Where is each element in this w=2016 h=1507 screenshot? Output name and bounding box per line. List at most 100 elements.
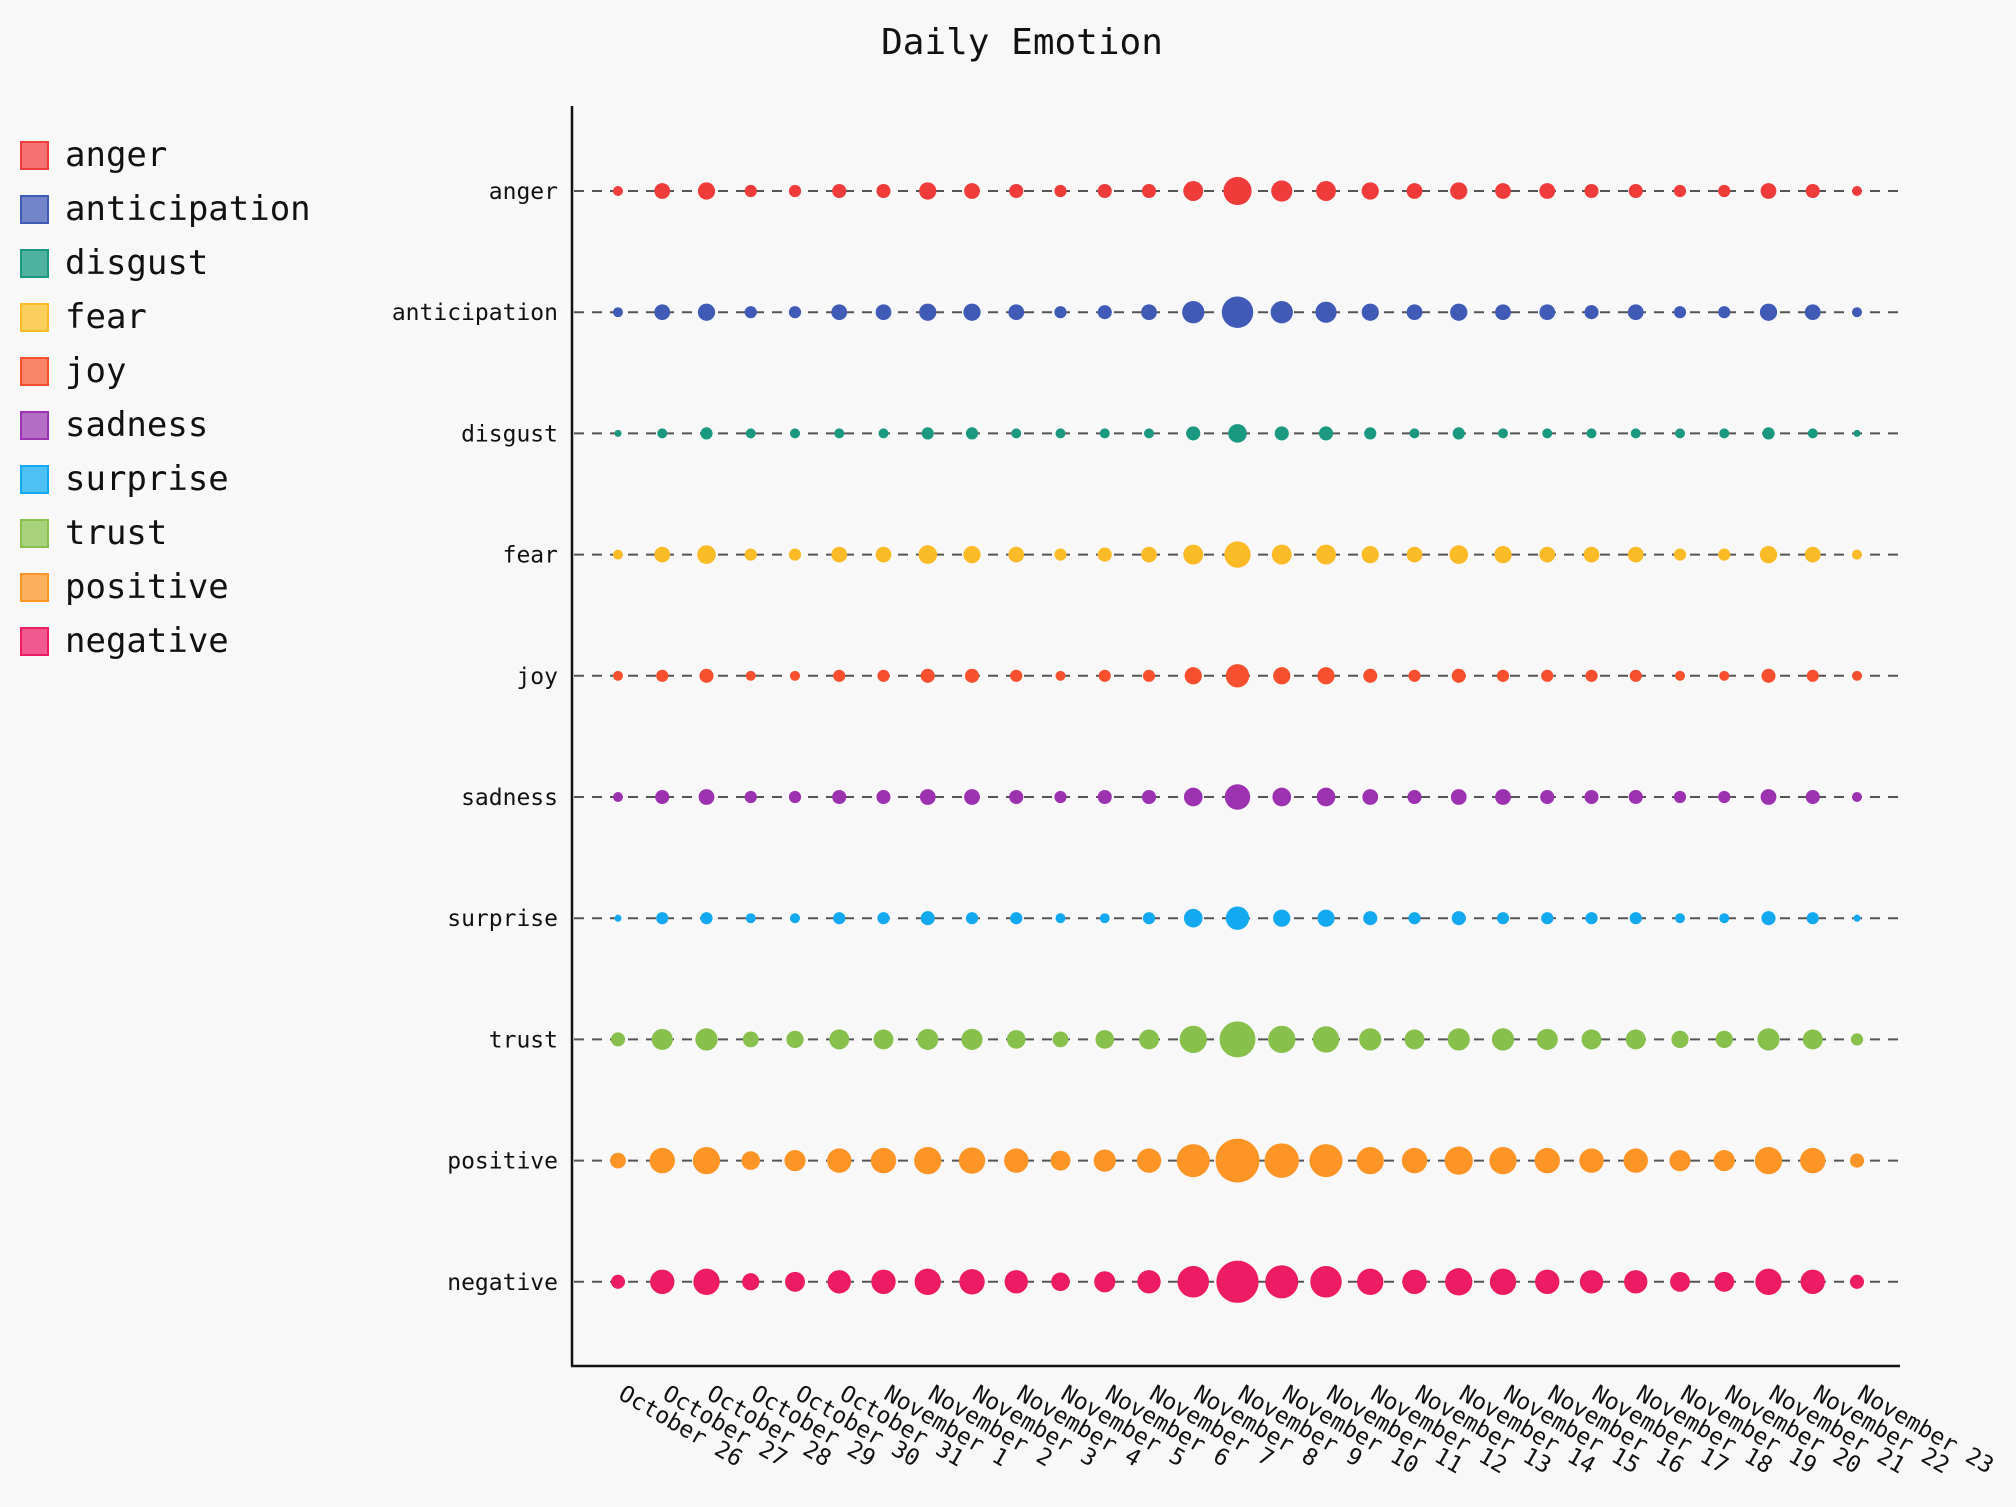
- y-tick-label: disgust: [461, 421, 558, 447]
- data-point: [1718, 306, 1731, 319]
- data-point: [1316, 787, 1336, 807]
- data-point: [1541, 912, 1554, 925]
- data-point: [877, 912, 890, 925]
- data-point: [1361, 182, 1379, 200]
- data-point: [1586, 428, 1597, 439]
- data-point: [1219, 1021, 1256, 1058]
- data-point: [613, 670, 623, 681]
- data-point: [1498, 428, 1508, 439]
- data-point: [1718, 548, 1731, 561]
- legend-item[interactable]: joy: [20, 344, 311, 398]
- legend-item[interactable]: fear: [20, 290, 311, 344]
- data-point: [1055, 428, 1066, 439]
- data-point: [832, 183, 847, 199]
- data-point: [1853, 429, 1861, 437]
- y-tick-label: negative: [447, 1270, 558, 1296]
- legend-swatch: [20, 518, 49, 548]
- data-point: [1584, 789, 1599, 805]
- legend-label: disgust: [65, 243, 209, 283]
- legend-item[interactable]: sadness: [20, 398, 311, 452]
- data-point: [875, 304, 892, 321]
- data-point: [610, 1274, 626, 1289]
- data-point: [1447, 1028, 1470, 1051]
- data-point: [827, 1148, 852, 1173]
- data-point: [1183, 908, 1203, 928]
- data-point: [1176, 1144, 1210, 1178]
- data-point: [1539, 546, 1556, 563]
- legend-item[interactable]: disgust: [20, 236, 311, 290]
- legend-item[interactable]: positive: [20, 560, 311, 614]
- data-point: [613, 549, 623, 560]
- data-point: [875, 546, 892, 563]
- data-point: [1141, 546, 1157, 563]
- data-point: [1489, 1146, 1517, 1175]
- data-point: [1673, 548, 1687, 561]
- data-point: [1004, 1148, 1029, 1173]
- data-point: [921, 427, 934, 440]
- data-point: [831, 546, 848, 563]
- y-tick-label: trust: [489, 1027, 558, 1053]
- data-point: [1099, 913, 1110, 924]
- legend-item[interactable]: anticipation: [20, 182, 311, 236]
- data-point: [1404, 1029, 1425, 1050]
- data-point: [1757, 1028, 1780, 1051]
- data-point: [1221, 296, 1254, 328]
- data-point: [1008, 304, 1025, 321]
- legend-swatch: [20, 572, 49, 602]
- data-point: [1807, 428, 1818, 439]
- legend-swatch: [20, 464, 49, 494]
- data-point: [741, 1151, 761, 1170]
- data-point: [1054, 790, 1067, 804]
- data-point: [1759, 545, 1778, 564]
- data-point: [1628, 789, 1643, 805]
- data-point: [614, 914, 622, 922]
- data-point: [1361, 303, 1379, 321]
- legend-item[interactable]: surprise: [20, 452, 311, 506]
- data-point: [1265, 1265, 1299, 1299]
- data-point: [1800, 1147, 1826, 1174]
- data-point: [1494, 545, 1512, 564]
- data-point: [745, 428, 756, 439]
- data-point: [1177, 1266, 1210, 1298]
- data-point: [654, 546, 671, 563]
- data-point: [1852, 670, 1862, 681]
- legend-item[interactable]: negative: [20, 614, 311, 668]
- data-point: [1407, 789, 1422, 805]
- data-point: [1628, 183, 1643, 199]
- data-point: [1055, 670, 1066, 681]
- data-point: [1539, 183, 1556, 199]
- data-point: [1852, 307, 1862, 318]
- data-point: [1849, 1153, 1865, 1168]
- data-point: [700, 427, 713, 440]
- data-point: [697, 182, 716, 200]
- data-point: [1009, 789, 1024, 805]
- data-point: [1010, 912, 1023, 925]
- data-point: [1406, 183, 1423, 199]
- data-point: [1093, 1149, 1116, 1172]
- data-point: [1184, 667, 1202, 685]
- data-point: [1356, 1146, 1384, 1175]
- data-point: [654, 183, 671, 199]
- legend-swatch: [20, 410, 49, 440]
- legend-item[interactable]: trust: [20, 506, 311, 560]
- data-point: [1719, 913, 1730, 924]
- data-point: [1309, 1144, 1343, 1178]
- data-point: [1754, 1146, 1783, 1175]
- data-point: [1805, 789, 1820, 805]
- data-point: [1719, 428, 1730, 439]
- data-point: [745, 913, 756, 924]
- data-point: [963, 545, 981, 564]
- data-point: [829, 1029, 850, 1050]
- data-point: [786, 1030, 804, 1049]
- y-tick-label: fear: [503, 543, 558, 569]
- data-point: [788, 790, 802, 804]
- legend: anger anticipation disgust fear joy sadness su…: [20, 128, 311, 668]
- data-point: [1806, 669, 1819, 682]
- data-point: [1806, 912, 1819, 925]
- legend-label: joy: [65, 351, 127, 391]
- data-point: [1713, 1150, 1735, 1172]
- data-point: [1802, 1029, 1823, 1050]
- data-point: [655, 789, 670, 805]
- legend-item[interactable]: anger: [20, 128, 311, 182]
- data-point: [1584, 305, 1599, 320]
